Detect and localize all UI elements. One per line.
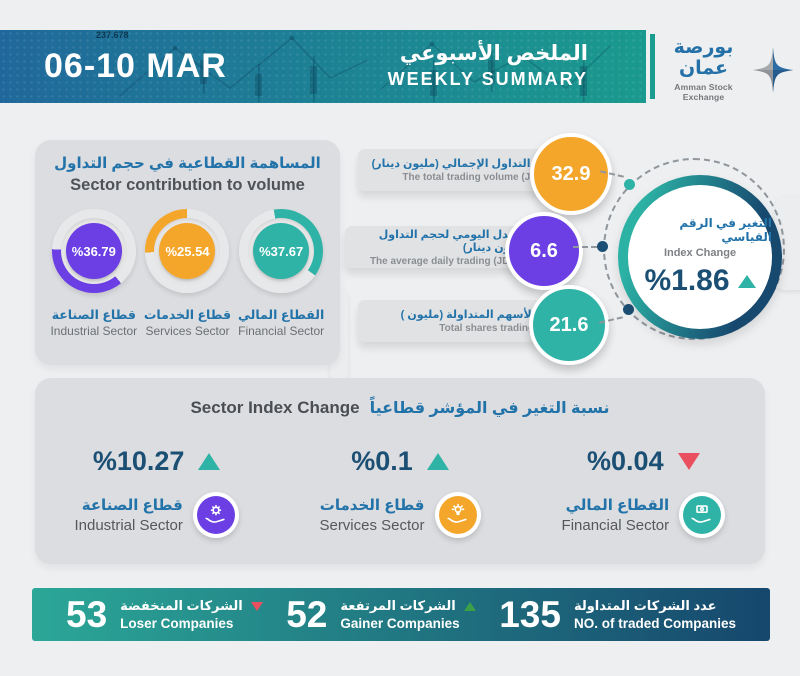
donut-value: %37.67 <box>259 243 304 259</box>
compass-star-icon <box>752 47 794 93</box>
donut-label-english: Services Sector <box>145 324 230 338</box>
sector-label-english: Services Sector <box>319 517 425 534</box>
donut-chart-industrial: %36.79 <box>51 209 136 293</box>
sector-industrial: %10.27 قطاع الصناعة Industrial Sector <box>35 444 278 538</box>
sector-contribution-panel: المساهمة القطاعية في حجم التداول Sector … <box>35 140 340 365</box>
donut-chart-financial: %37.67 <box>239 209 324 293</box>
title-english: WEEKLY SUMMARY <box>387 69 588 90</box>
sector-services: %0.1 قطاع الخدمات Services Sector <box>278 444 521 538</box>
donut-financial: %37.67 القطاع المالي Financial Sector <box>235 209 327 338</box>
section-title-arabic: نسبة التغير في المؤشر قطاعياً <box>369 400 610 417</box>
bulb-hand-icon <box>434 492 481 538</box>
stat-label-english: The total trading volume (JD mil) <box>402 172 558 183</box>
stat-value: 32.9 <box>551 162 591 185</box>
sector-label-arabic: القطاع المالي <box>565 497 670 514</box>
panel-title-english: Sector contribution to volume <box>70 176 305 194</box>
footer-label-english: Loser Companies <box>120 616 234 631</box>
companies-summary-bar: 53 الشركات المنخفضة Loser Companies 52 ا… <box>32 588 770 641</box>
section-title-english: Sector Index Change <box>190 398 360 417</box>
orbit-dot <box>623 304 634 315</box>
footer-traded-companies: 135 عدد الشركات المتداولة NO. of traded … <box>499 596 736 633</box>
donut-row: %36.79 قطاع الصناعة Industrial Sector %2… <box>35 209 340 338</box>
sector-change-value: %0.1 <box>351 445 413 476</box>
donut-industrial: %36.79 قطاع الصناعة Industrial Sector <box>48 209 140 338</box>
money-hand-icon <box>679 492 726 538</box>
down-triangle-icon <box>677 452 700 470</box>
sector-financial: %0.04 القطاع المالي Financial Sector <box>522 444 765 538</box>
stat-label-arabic: عدد الأسهم المتداولة (مليون ) <box>400 309 558 321</box>
donut-label-english: Industrial Sector <box>50 324 138 338</box>
stat-circle-daily-average: 6.6 <box>505 212 583 290</box>
orbit-dot <box>597 241 608 252</box>
footer-label-arabic: الشركات المرتفعة <box>340 598 456 613</box>
sector-label-english: Industrial Sector <box>74 517 183 534</box>
up-triangle-icon <box>426 452 449 470</box>
stat-label-english: The average daily trading (JD mil) <box>369 255 530 267</box>
background-ticker-value: 237.678 <box>96 30 129 40</box>
sector-change-value: %10.27 <box>92 445 185 476</box>
logo-name-english: Amman Stock Exchange <box>674 81 733 102</box>
down-triangle-icon <box>250 601 263 611</box>
index-change-circle: التغير في الرقم القياسي Index Change %1.… <box>618 175 782 339</box>
header-banner: 06-10 MAR الملخص الأسبوعي WEEKLY SUMMARY <box>0 30 646 103</box>
header-divider <box>650 34 655 99</box>
footer-label-english: Gainer Companies <box>340 616 460 631</box>
index-change-label-arabic: التغير في الرقم القياسي <box>679 216 772 244</box>
footer-label-arabic: عدد الشركات المتداولة <box>573 598 717 613</box>
dot-pattern <box>0 30 646 103</box>
donut-label-arabic: القطاع المالي <box>238 308 325 322</box>
stat-circle-shares-traded: 21.6 <box>529 285 609 365</box>
stat-circle-total-volume: 32.9 <box>530 133 612 215</box>
loser-count: 53 <box>66 594 108 635</box>
stat-value: 21.6 <box>549 313 589 336</box>
footer-label-arabic: الشركات المنخفضة <box>120 598 243 613</box>
up-triangle-icon <box>737 274 756 288</box>
index-change-label-english: Index Change <box>663 247 737 259</box>
donut-value: %25.54 <box>165 243 210 259</box>
sector-index-change-panel: Sector Index Change نسبة التغير في المؤش… <box>35 378 765 564</box>
traded-count: 135 <box>499 594 561 635</box>
donut-label-english: Financial Sector <box>238 324 325 338</box>
donut-chart-services: %25.54 <box>145 209 230 293</box>
sector-label-arabic: قطاع الصناعة <box>81 497 183 514</box>
donut-label-arabic: قطاع الخدمات <box>143 308 232 322</box>
stat-value: 6.6 <box>530 239 558 262</box>
title-arabic: الملخص الأسبوعي <box>399 42 588 65</box>
logo-name-arabic: بورصة عمان <box>673 37 734 79</box>
ase-logo: بورصة عمان Amman Stock Exchange <box>662 37 794 102</box>
candlestick-pattern <box>119 35 611 102</box>
up-triangle-icon <box>198 452 221 470</box>
stat-label-arabic: المعدل اليومي لحجم التداول (مليون دينار) <box>378 228 530 254</box>
connector-dash <box>573 246 597 248</box>
sector-label-english: Financial Sector <box>561 517 670 534</box>
orbit-dot <box>624 179 635 190</box>
stat-label-english: Total shares trading (mil) <box>439 323 558 334</box>
sector-label-arabic: قطاع الخدمات <box>319 497 425 514</box>
footer-gainer-companies: 52 الشركات المرتفعة Gainer Companies <box>286 596 476 633</box>
date-range: 06-10 MAR <box>44 47 227 85</box>
sector-change-value: %0.04 <box>587 445 664 476</box>
panel-title-arabic: المساهمة القطاعية في حجم التداول <box>54 155 321 172</box>
up-triangle-icon <box>463 601 476 611</box>
gear-hand-icon <box>192 492 239 538</box>
donut-value: %36.79 <box>71 243 116 259</box>
gainer-count: 52 <box>286 594 328 635</box>
donut-label-arabic: قطاع الصناعة <box>51 308 136 322</box>
index-change-value: %1.86 <box>644 264 730 297</box>
stat-label-arabic: حجم التداول الإجمالي (مليون دينار) <box>371 158 558 170</box>
footer-label-english: NO. of traded Companies <box>573 616 736 631</box>
footer-loser-companies: 53 الشركات المنخفضة Loser Companies <box>66 596 263 633</box>
donut-services: %25.54 قطاع الخدمات Services Sector <box>141 209 233 338</box>
